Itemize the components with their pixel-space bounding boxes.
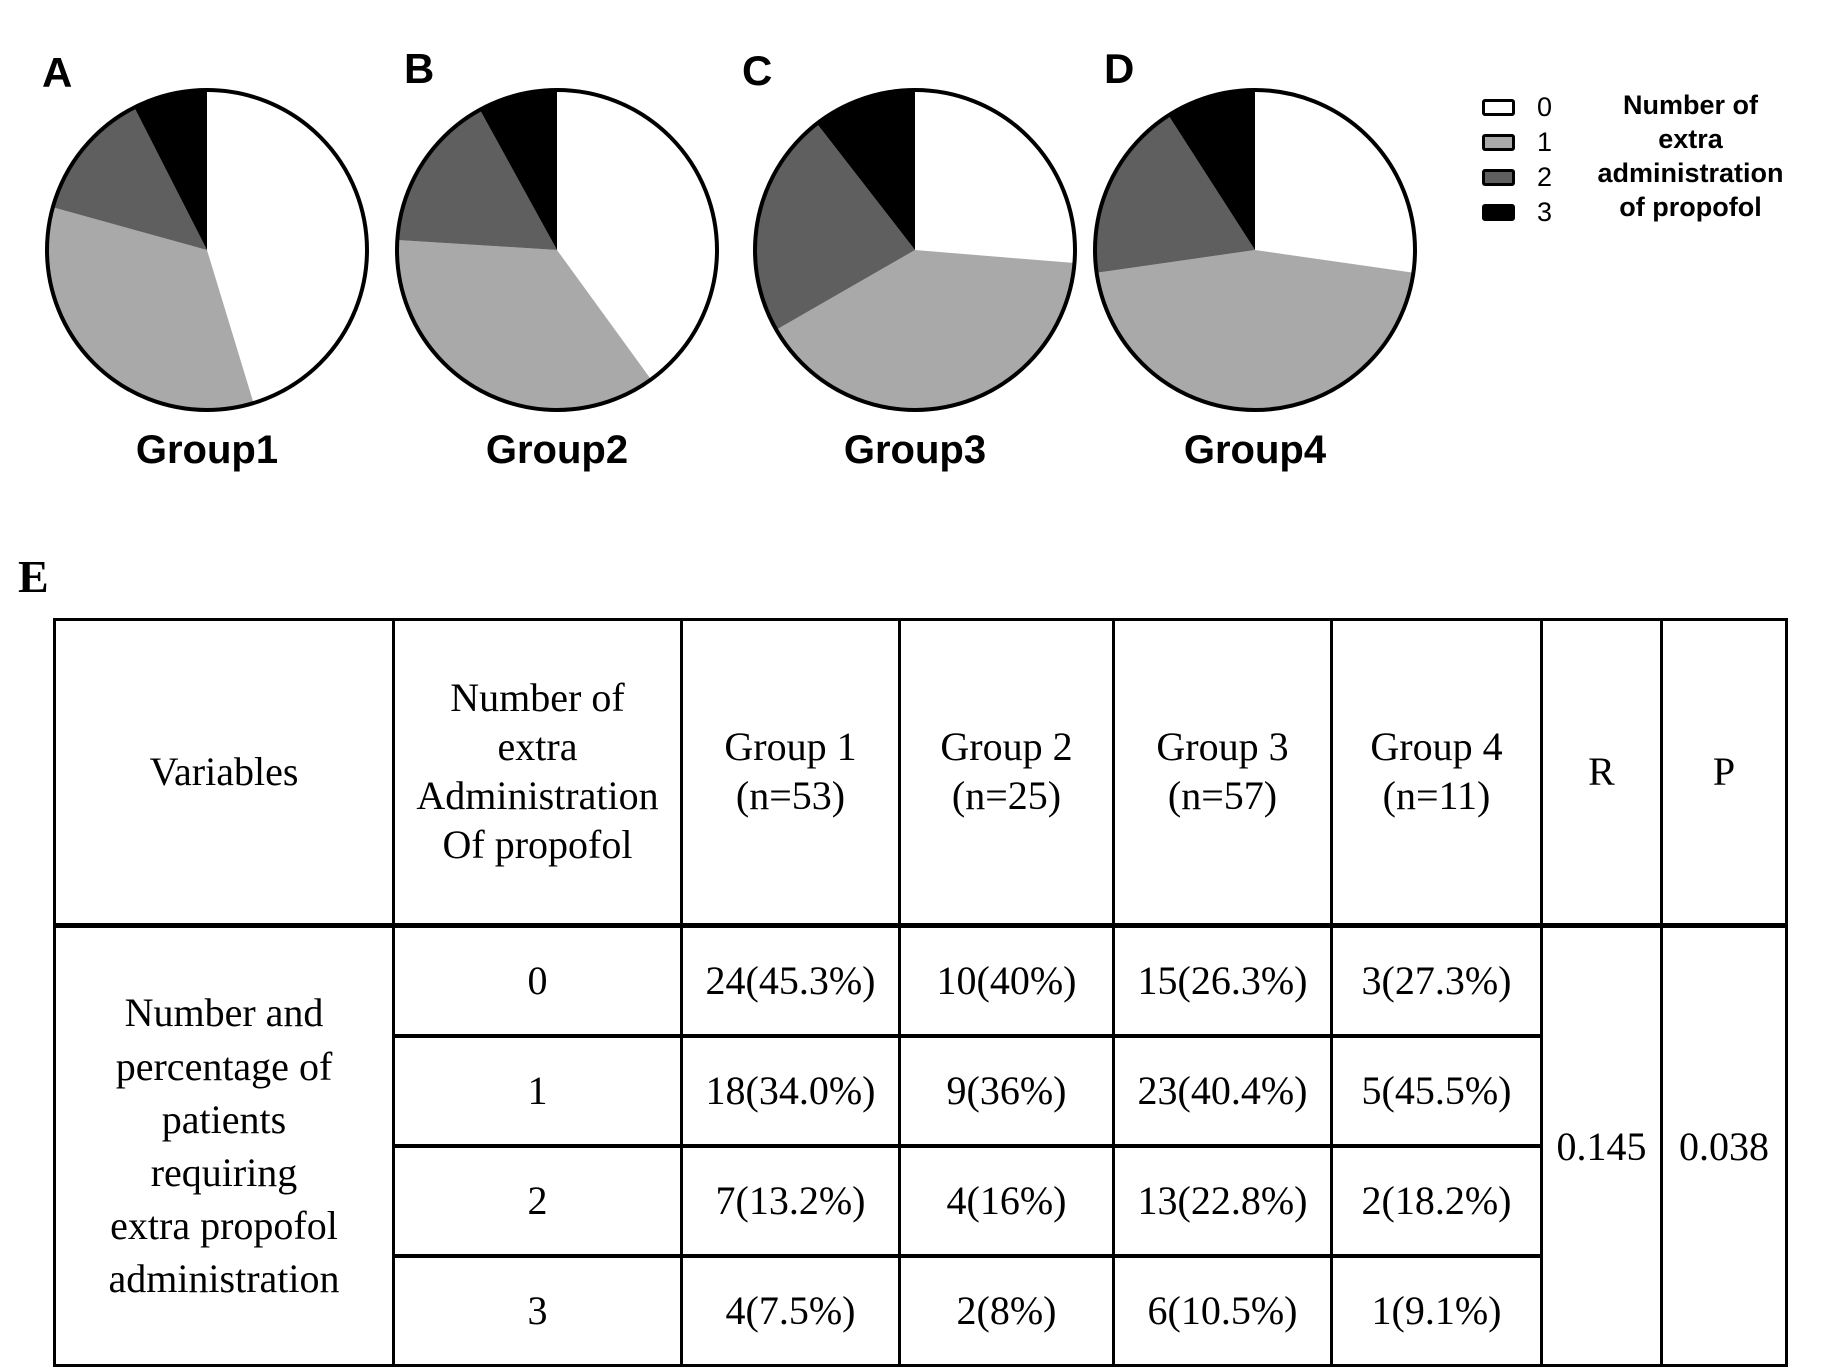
pie-slice-1	[397, 239, 652, 410]
column-header-extra-administration: Number of extra Administration Of propof…	[392, 618, 683, 928]
table-cell-group2: 2(8%)	[898, 1253, 1115, 1367]
column-header-variables: Variables	[53, 618, 395, 928]
legend-swatch-0-icon	[1482, 99, 1515, 116]
pie-slice-3	[134, 90, 207, 250]
table-cell-group4: 2(18.2%)	[1330, 1143, 1543, 1257]
pie-outline	[45, 88, 369, 412]
table-cell-group4: 1(9.1%)	[1330, 1253, 1543, 1367]
table-cell-extra-count: 1	[392, 1033, 683, 1147]
table-cell-group2: 10(40%)	[898, 924, 1115, 1037]
column-header-p: P	[1660, 618, 1788, 928]
panel-letter-c: C	[742, 47, 773, 94]
column-header-r: R	[1540, 618, 1663, 928]
table-cell-group3: 23(40.4%)	[1112, 1033, 1333, 1147]
panel-letter-b: B	[404, 45, 435, 92]
table-row: 3 4(7.5%) 2(8%) 6(10.5%) 1(9.1%)	[55, 1253, 1787, 1367]
table-row: 1 18(34.0%) 9(36%) 23(40.4%) 5(45.5%)	[55, 1033, 1787, 1147]
table-cell-group1: 18(34.0%)	[680, 1033, 901, 1147]
table-cell-group3: 15(26.3%)	[1112, 924, 1333, 1037]
pie-slice-3	[479, 90, 557, 250]
legend-label: 2	[1537, 162, 1553, 192]
legend-label: 3	[1537, 197, 1553, 227]
pie-slice-0	[557, 90, 718, 380]
column-header-group3: Group 3 (n=57)	[1112, 618, 1333, 928]
pie-slice-1	[776, 250, 1075, 411]
pie-chart-group2	[395, 88, 719, 412]
pie-slice-3	[816, 90, 915, 250]
pie-outline	[1093, 88, 1417, 412]
legend: 0 1 2 3	[1482, 94, 1552, 234]
row-group-label: Number and percentage of patients requir…	[53, 924, 395, 1367]
pie-label-group3: Group3	[843, 428, 987, 472]
table-header-row: Variables Number of extra Administration…	[53, 618, 1788, 928]
pie-chart-group3	[753, 88, 1077, 412]
panel-letter-a: A	[42, 49, 73, 96]
pie-slice-2	[755, 123, 915, 330]
table-cell-extra-count: 2	[392, 1143, 683, 1257]
legend-title: Number of extra administration of propof…	[1597, 90, 1784, 222]
legend-row: 1	[1482, 129, 1552, 156]
panel-letter-d: D	[1104, 45, 1135, 92]
pie-label-group1: Group1	[135, 428, 279, 472]
legend-swatch-2-icon	[1482, 169, 1515, 186]
pie-slice-2	[1095, 115, 1255, 273]
column-header-group2: Group 2 (n=25)	[898, 618, 1115, 928]
legend-label: 0	[1537, 92, 1553, 122]
table-cell-group4: 5(45.5%)	[1330, 1033, 1543, 1147]
table-cell-group4: 3(27.3%)	[1330, 924, 1543, 1037]
column-header-group4: Group 4 (n=11)	[1330, 618, 1543, 928]
pie-outline	[753, 88, 1077, 412]
r-value-cell: 0.145	[1540, 924, 1663, 1367]
table-row: 2 7(13.2%) 4(16%) 13(22.8%) 2(18.2%)	[55, 1143, 1787, 1257]
legend-row: 3	[1482, 199, 1552, 226]
p-value-cell: 0.038	[1660, 924, 1788, 1367]
pie-chart-group1	[45, 88, 369, 412]
table-cell-group3: 6(10.5%)	[1112, 1253, 1333, 1367]
pie-chart-group4	[1093, 88, 1417, 412]
pie-outline	[395, 88, 719, 412]
table-cell-group3: 13(22.8%)	[1112, 1143, 1333, 1257]
pie-label-group2: Group2	[485, 428, 629, 472]
table-cell-extra-count: 3	[392, 1253, 683, 1367]
legend-row: 2	[1482, 164, 1552, 191]
legend-row: 0	[1482, 94, 1552, 121]
table-cell-group1: 4(7.5%)	[680, 1253, 901, 1367]
pie-slice-0	[207, 90, 367, 404]
pie-slice-3	[1168, 90, 1255, 250]
statistics-table: Variables Number of extra Administration…	[53, 618, 1788, 1367]
panel-letter-e: E	[18, 551, 49, 602]
table-cell-extra-count: 0	[392, 924, 683, 1037]
column-header-group1: Group 1 (n=53)	[680, 618, 901, 928]
pie-slice-0	[1255, 90, 1415, 273]
legend-swatch-3-icon	[1482, 204, 1515, 221]
table-cell-group1: 24(45.3%)	[680, 924, 901, 1037]
table-cell-group2: 4(16%)	[898, 1143, 1115, 1257]
pie-slice-2	[52, 107, 207, 250]
pie-slice-1	[46, 207, 254, 410]
table-row: Number and percentage of patients requir…	[53, 924, 1788, 1367]
table-cell-group1: 7(13.2%)	[680, 1143, 901, 1257]
legend-swatch-1-icon	[1482, 134, 1515, 151]
legend-label: 1	[1537, 127, 1553, 157]
pie-label-group4: Group4	[1183, 428, 1327, 472]
table-cell-group2: 9(36%)	[898, 1033, 1115, 1147]
pie-slice-1	[1096, 250, 1414, 410]
pie-slice-0	[915, 90, 1076, 264]
